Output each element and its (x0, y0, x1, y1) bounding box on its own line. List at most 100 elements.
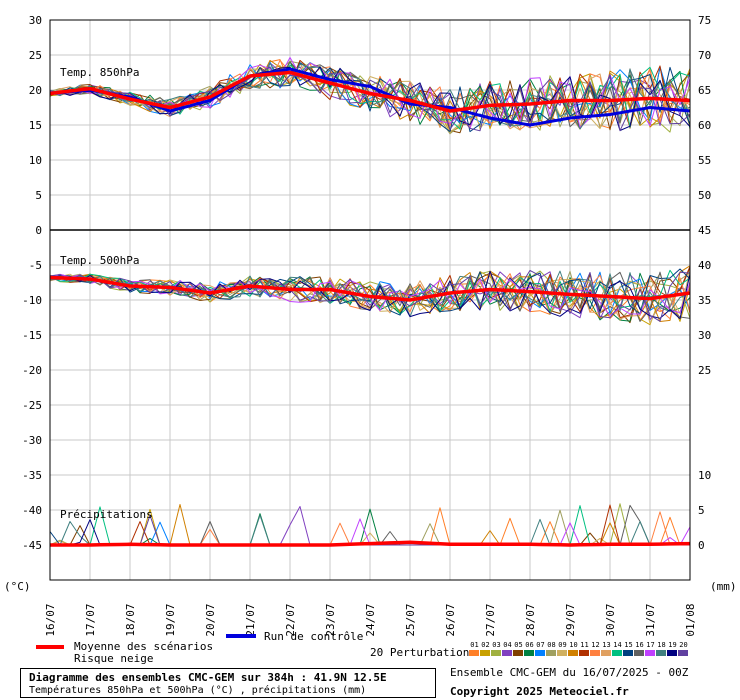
x-tick-label: 23/07 (324, 603, 337, 636)
legend-perturbations-label: 20 Perturbations (370, 646, 476, 659)
y2-tick-label: 50 (698, 189, 711, 202)
x-tick-label: 25/07 (404, 603, 417, 636)
legend: Moyenne des scénarios Risque neige Run d… (36, 630, 688, 665)
perturbation-number: 13 (602, 641, 610, 649)
perturbation-line-500 (49, 270, 691, 320)
perturbation-number: 12 (591, 641, 599, 649)
y-tick-label: -35 (22, 469, 42, 482)
x-tick-label: 29/07 (564, 603, 577, 636)
x-tick-label: 01/08 (684, 603, 697, 636)
x-tick-label: 26/07 (444, 603, 457, 636)
x-tick-label: 31/07 (644, 603, 657, 636)
y-tick-label: 0 (35, 224, 42, 237)
perturbation-line-500 (49, 269, 691, 322)
perturbation-swatch (656, 650, 666, 656)
perturbation-number: 19 (668, 641, 676, 649)
perturbation-swatch (480, 650, 490, 656)
perturbation-swatch (535, 650, 545, 656)
y2-tick-label: 0 (698, 539, 705, 552)
perturbation-swatch (667, 650, 677, 656)
perturbation-line-500 (49, 273, 691, 316)
y-tick-label: -20 (22, 364, 42, 377)
plot-frame (49, 19, 691, 581)
y2-tick-label: 25 (698, 364, 711, 377)
x-tick-label: 21/07 (244, 603, 257, 636)
x-tick-label: 30/07 (604, 603, 617, 636)
perturbation-number: 14 (613, 641, 621, 649)
perturbation-number: 18 (657, 641, 665, 649)
perturbation-swatch (579, 650, 589, 656)
right-axis-unit: (mm) (710, 580, 737, 593)
chart-frame (49, 19, 691, 581)
y2-tick-label: 35 (698, 294, 711, 307)
chart-subtitle: Températures 850hPa et 500hPa (°C) , pré… (29, 685, 367, 696)
perturbation-swatch (590, 650, 600, 656)
title-box: Diagramme des ensembles CMC-GEM sur 384h… (20, 668, 436, 698)
section-label-850: Temp. 850hPa (60, 66, 139, 79)
y-tick-label: -5 (29, 259, 42, 272)
copyright: Copyright 2025 Meteociel.fr (450, 685, 629, 698)
perturbation-number: 10 (569, 641, 577, 649)
legend-mean-label: Moyenne des scénarios (74, 640, 213, 653)
perturbation-line-500 (49, 270, 691, 318)
legend-snow-label: Risque neige (74, 652, 153, 665)
mean-line-500 (49, 275, 691, 302)
perturbation-swatch (502, 650, 512, 656)
y-tick-label: 30 (29, 14, 42, 27)
x-tick-label: 16/07 (44, 603, 57, 636)
y2-tick-label: 45 (698, 224, 711, 237)
y-tick-label: -25 (22, 399, 42, 412)
perturbation-swatch (634, 650, 644, 656)
perturbation-number: 05 (514, 641, 522, 649)
perturbation-legend: 01 02 03 04 05 06 07 08 09 10 11 12 13 14 15 16 17 18 19 20 (469, 641, 688, 656)
mean-line-precip (50, 540, 691, 547)
x-tick-label: 19/07 (164, 603, 177, 636)
y2-tick-label: 5 (698, 504, 705, 517)
perturbation-number: 06 (525, 641, 533, 649)
perturbation-number: 16 (635, 641, 643, 649)
y-tick-label: -40 (22, 504, 42, 517)
perturbation-number: 15 (624, 641, 632, 649)
perturbation-number: 11 (580, 641, 588, 649)
perturbation-number: 08 (547, 641, 555, 649)
perturbation-swatch (645, 650, 655, 656)
x-tick-label: 17/07 (84, 603, 97, 636)
y-tick-label: 5 (35, 189, 42, 202)
y2-tick-label: 65 (698, 84, 711, 97)
y2-tick-label: 75 (698, 14, 711, 27)
perturbation-swatch (469, 650, 479, 656)
y-tick-label: 25 (29, 49, 42, 62)
perturbation-line-850 (49, 66, 691, 132)
legend-control-label: Run de contrôle (264, 630, 363, 643)
y2-tick-label: 30 (698, 329, 711, 342)
y-tick-label: 10 (29, 154, 42, 167)
perturbation-swatch (612, 650, 622, 656)
y2-tick-label: 10 (698, 469, 711, 482)
x-tick-label: 28/07 (524, 603, 537, 636)
perturbation-number: 17 (646, 641, 654, 649)
y-tick-label: -45 (22, 539, 42, 552)
perturbation-number: 07 (536, 641, 544, 649)
perturbation-number: 04 (503, 641, 511, 649)
perturbation-number: 03 (492, 641, 500, 649)
y2-tick-label: 60 (698, 119, 711, 132)
section-label-precip: Précipitations (60, 508, 153, 521)
y-tick-label: 15 (29, 119, 42, 132)
perturbation-number: 02 (481, 641, 489, 649)
y-tick-label: -30 (22, 434, 42, 447)
perturbation-swatch (557, 650, 567, 656)
perturbation-swatch (491, 650, 501, 656)
ensemble-info: Ensemble CMC-GEM du 16/07/2025 - 00Z (450, 666, 689, 679)
main-lines (49, 67, 691, 547)
x-tick-label: 27/07 (484, 603, 497, 636)
perturbation-number: 01 (470, 641, 478, 649)
x-tick-label: 22/07 (284, 603, 297, 636)
y2-tick-label: 70 (698, 49, 711, 62)
chart-title: Diagramme des ensembles CMC-GEM sur 384h… (29, 671, 387, 684)
section-label-500: Temp. 500hPa (60, 254, 139, 267)
x-tick-label: 18/07 (124, 603, 137, 636)
left-axis-unit: (°C) (4, 580, 31, 593)
mean-line-850 (49, 70, 691, 113)
y2-tick-label: 40 (698, 259, 711, 272)
